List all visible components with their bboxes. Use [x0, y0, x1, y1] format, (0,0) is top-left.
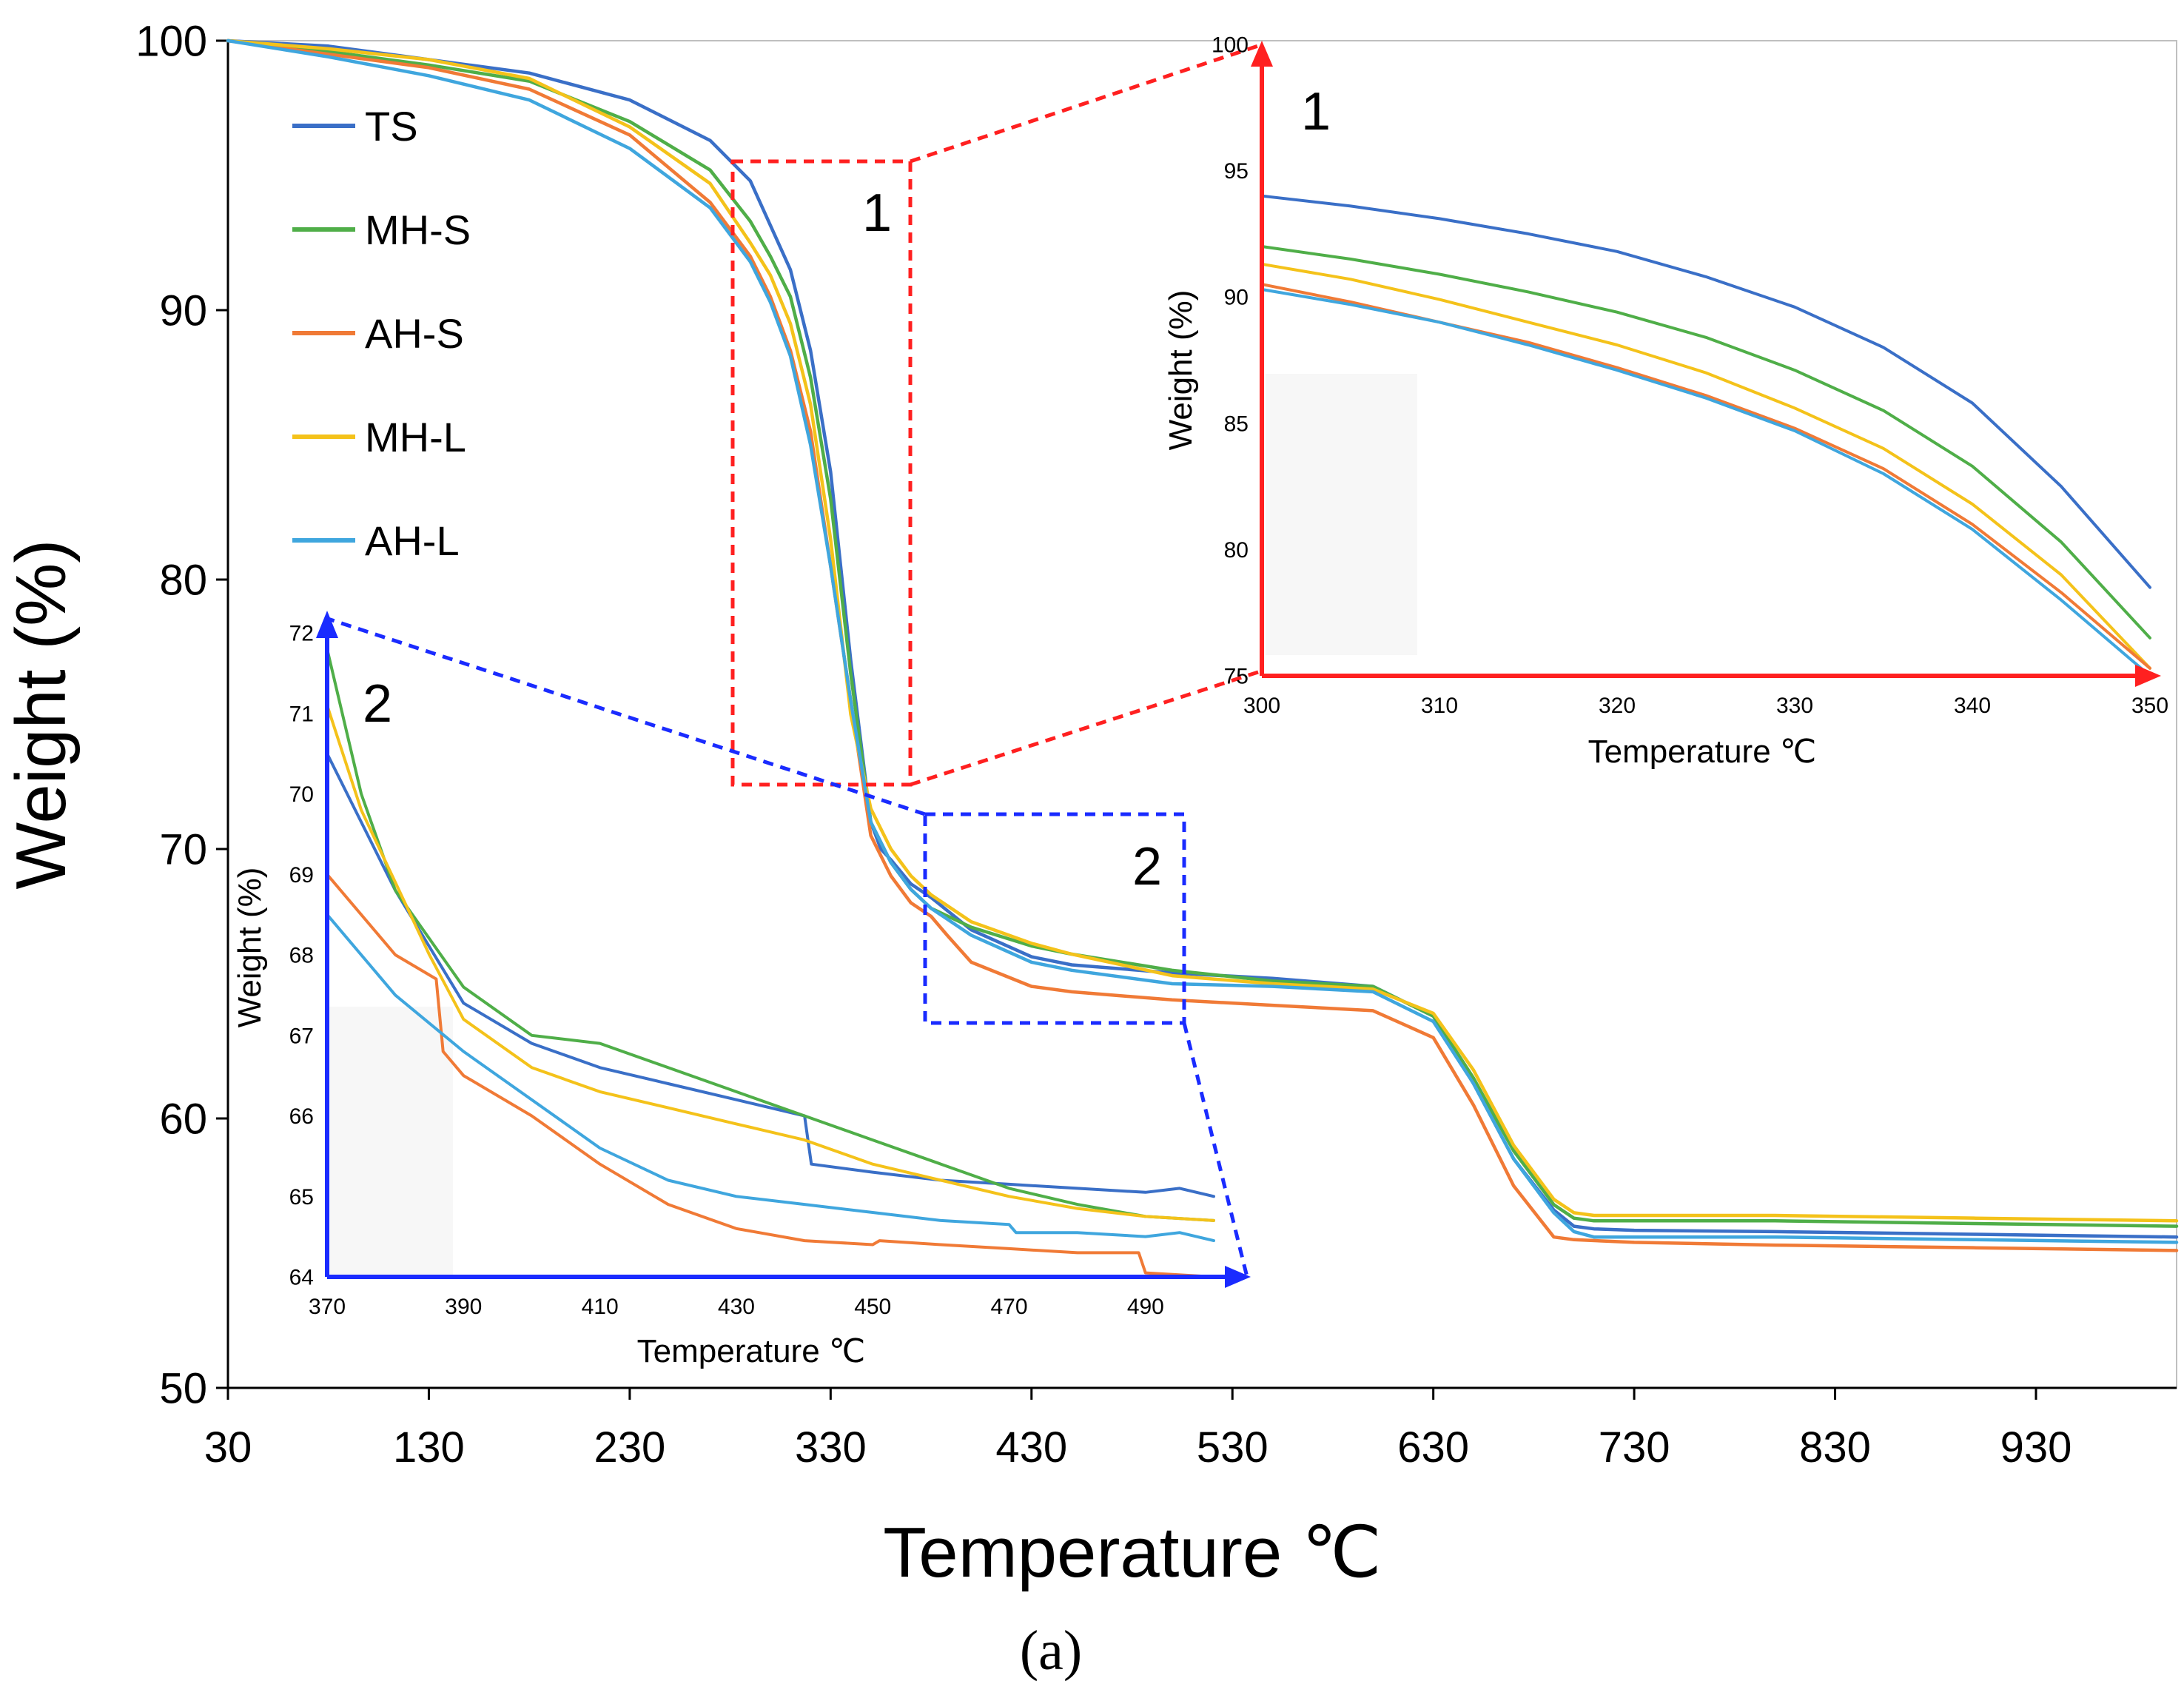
zoom-region-1: 1 [730, 44, 1259, 787]
inset-2-series-ts [326, 752, 1215, 1198]
inset-2-x-tick-label: 390 [445, 1295, 482, 1319]
inset-2-x-tick-label: 450 [854, 1295, 891, 1319]
inset-2-y-axis-label: Weight (%) [232, 868, 268, 1028]
inset-2-label: 2 [363, 674, 392, 734]
main-x-tick-label: 130 [393, 1423, 465, 1472]
inset-2-shading [327, 1007, 453, 1275]
inset-2-x-axis-label: Temperature ℃ [637, 1333, 866, 1369]
inset-1-label: 1 [1301, 82, 1331, 141]
inset-1-series-mh-s [1260, 245, 2151, 640]
inset-1-y-tick-label: 95 [1224, 159, 1249, 184]
inset-2-x-arrow [1225, 1266, 1251, 1288]
inset-2-x-tick-label: 470 [991, 1295, 1028, 1319]
inset-2-y-tick-label: 69 [289, 863, 314, 888]
inset-2-y-tick-label: 64 [289, 1266, 314, 1290]
inset-1-series-mh-l [1260, 262, 2151, 670]
main-series-ah-s [226, 38, 2179, 1252]
legend-item-ah-l: AH-L [292, 517, 460, 564]
inset-2-series-ah-l [326, 913, 1215, 1243]
legend-label-ah-l: AH-L [365, 517, 460, 564]
main-y-tick-label: 100 [135, 17, 207, 65]
legend-item-mh-l: MH-L [292, 414, 466, 460]
zoom-connector-1-bottom [910, 670, 1259, 787]
inset-2-y-tick-label: 72 [289, 622, 314, 646]
main-y-tick-label: 80 [159, 556, 207, 604]
zoom-connector-2-bottom [1182, 1022, 1249, 1278]
zoom-box-1-label: 1 [862, 184, 892, 243]
zoom-connector-2-top [325, 616, 926, 816]
main-y-tick-label: 50 [159, 1364, 207, 1412]
main-plot: 30 130 230 330 430 530 630 730 830 930 50 60 70 80 90 1… [1, 17, 2179, 1592]
inset-2-series-ah-s [326, 873, 1215, 1278]
main-x-tick-label: 530 [1197, 1423, 1269, 1472]
main-series-ts [226, 38, 2179, 1239]
inset-1-y-tick-label: 85 [1224, 412, 1249, 436]
main-x-tick-label: 730 [1599, 1423, 1670, 1472]
inset-2-series-mh-l [326, 703, 1215, 1222]
inset-1-x-tick-label: 350 [2131, 694, 2168, 718]
inset-2-y-tick-label: 71 [289, 702, 314, 726]
inset-1-y-tick-label: 80 [1224, 538, 1249, 563]
inset-2-y-arrow [316, 611, 338, 638]
inset-2-x-tick-label: 490 [1127, 1295, 1164, 1319]
zoom-region-2: 2 [325, 616, 1249, 1278]
legend-label-mh-l: MH-L [365, 414, 466, 460]
zoom-box-2-label: 2 [1132, 837, 1162, 896]
main-y-tick-label: 60 [159, 1095, 207, 1143]
inset-2-x-tick-label: 430 [718, 1295, 755, 1319]
legend: TS MH-S AH-S MH-L AH-L [292, 103, 471, 564]
main-series-mh-l [226, 38, 2179, 1223]
main-x-tick-label: 830 [1799, 1423, 1871, 1472]
inset-1-x-tick-label: 310 [1421, 694, 1458, 718]
inset-1-y-tick-label: 90 [1224, 286, 1249, 310]
inset-1-x-tick-label: 330 [1776, 694, 1813, 718]
inset-1-x-axis-label: Temperature ℃ [1588, 734, 1817, 770]
inset-2-y-tick-label: 68 [289, 944, 314, 968]
legend-item-mh-s: MH-S [292, 207, 471, 253]
inset-plot-2: 370 390 410 430 450 470 490646566676869707172 … [232, 611, 1251, 1369]
main-y-axis-label: Weight (%) [1, 539, 81, 889]
inset-2-y-tick-label: 67 [289, 1024, 314, 1048]
main-y-tick-label: 90 [159, 286, 207, 335]
inset-2-series-mh-s [326, 647, 1215, 1222]
inset-2-x-tick-label: 370 [309, 1295, 346, 1319]
legend-item-ts: TS [292, 103, 418, 150]
main-x-axis-label: Temperature ℃ [883, 1513, 1381, 1592]
inset-2-y-tick-label: 66 [289, 1104, 314, 1129]
inset-1-x-tick-label: 320 [1599, 694, 1636, 718]
inset-1-y-tick-label: 100 [1212, 33, 1249, 58]
inset-2-x-tick-label: 410 [582, 1295, 619, 1319]
inset-1-x-tick-label: 340 [1954, 694, 1991, 718]
main-y-tick-label: 70 [159, 825, 207, 873]
legend-item-ah-s: AH-S [292, 310, 464, 357]
inset-plot-1: 300 310 320 330 340 350 75 80 85 90 95 100 1 Temper… [1163, 33, 2172, 783]
zoom-connector-1-top [910, 44, 1259, 164]
inset-1-x-arrow [2135, 665, 2161, 687]
legend-label-ts: TS [365, 103, 418, 150]
inset-1-series-ts [1260, 194, 2151, 589]
inset-2-y-tick-label: 65 [289, 1185, 314, 1210]
inset-2-y-tick-label: 70 [289, 782, 314, 807]
zoom-box-1 [730, 159, 913, 787]
inset-1-shading [1266, 374, 1417, 655]
inset-1-series-ah-l [1260, 288, 2151, 677]
main-x-tick-label: 630 [1397, 1423, 1469, 1472]
main-series-mh-s [226, 38, 2179, 1228]
main-x-tick-label: 430 [995, 1423, 1067, 1472]
inset-1-y-tick-label: 75 [1224, 665, 1249, 689]
inset-1-y-axis-label: Weight (%) [1163, 290, 1199, 451]
main-x-tick-label: 30 [204, 1423, 252, 1472]
inset-1-y-arrow [1251, 41, 1273, 67]
legend-label-mh-s: MH-S [365, 207, 471, 253]
main-x-tick-label: 330 [795, 1423, 867, 1472]
legend-label-ah-s: AH-S [365, 310, 464, 357]
figure-caption: (a) [1020, 1620, 1082, 1682]
inset-1-x-tick-label: 300 [1243, 694, 1280, 718]
main-x-tick-label: 230 [594, 1423, 665, 1472]
main-x-tick-label: 930 [2000, 1423, 2072, 1472]
main-series-ah-l [226, 38, 2179, 1244]
zoom-box-2 [923, 812, 1186, 1025]
